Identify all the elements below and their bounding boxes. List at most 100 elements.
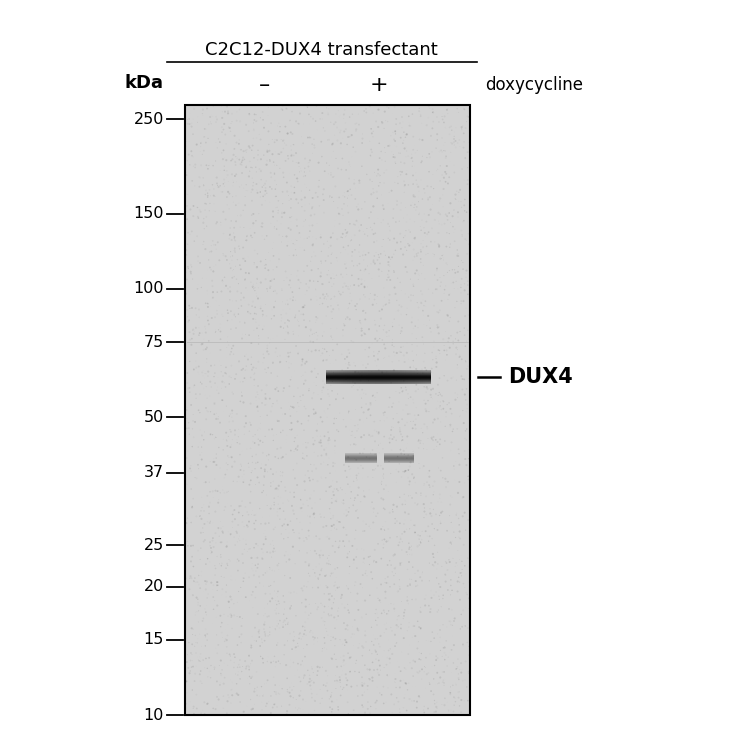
Point [261,188,273,200]
Point [191,285,203,297]
Point [304,209,316,221]
Point [261,154,273,166]
Point [265,275,277,287]
Point [281,635,293,647]
Point [397,430,409,442]
Point [282,150,294,162]
Point [238,253,250,265]
Point [368,217,380,229]
Point [254,435,266,447]
Point [406,468,418,480]
Point [191,637,203,649]
Point [211,236,223,248]
Point [251,400,263,412]
Point [395,326,407,338]
Point [203,318,215,330]
Point [241,144,253,156]
Point [435,416,447,428]
Point [382,559,394,571]
Point [360,362,372,374]
Point [463,668,475,680]
Point [356,268,368,280]
Point [231,476,243,488]
Point [374,549,386,561]
Point [209,569,221,581]
Point [280,103,292,115]
Point [203,665,215,677]
Point [274,503,286,515]
Point [298,299,310,311]
Point [262,264,274,276]
Point [338,617,350,629]
Point [434,624,446,636]
Point [290,116,302,128]
Point [288,487,300,499]
Point [208,190,220,202]
Point [411,201,423,213]
Point [322,437,334,449]
Point [225,346,237,358]
Point [373,638,385,650]
Point [230,159,242,171]
Point [211,304,223,316]
Point [340,672,352,684]
Point [459,233,471,245]
Point [238,421,250,433]
Point [371,290,383,302]
Point [342,248,354,260]
Point [322,552,334,564]
Point [190,510,202,522]
Point [294,677,306,689]
Point [430,284,442,296]
Point [226,521,238,533]
Point [436,219,448,231]
Point [407,280,419,292]
Point [422,310,434,322]
Point [308,667,320,679]
Point [229,142,241,154]
Point [199,368,211,380]
Point [344,665,356,677]
Point [180,112,192,125]
Point [297,369,309,381]
Point [220,562,232,574]
Point [353,246,365,258]
Point [269,451,281,463]
Point [399,494,411,506]
Point [358,686,370,698]
Point [394,132,406,144]
Point [372,121,384,133]
Point [268,250,280,262]
Point [363,403,375,415]
Point [274,622,286,634]
Point [272,120,284,132]
Point [338,659,350,671]
Point [205,360,217,372]
Point [271,262,283,274]
Point [181,249,193,261]
Point [377,468,389,480]
Point [188,364,200,376]
Point [227,340,239,352]
Point [298,166,310,178]
Point [428,413,440,425]
Text: 50: 50 [144,410,164,424]
Point [268,302,280,313]
Point [264,547,276,559]
Point [248,437,260,449]
Point [284,250,296,262]
Point [194,655,206,667]
Bar [429,370,431,384]
Point [383,220,395,232]
Point [452,316,464,328]
Point [235,209,247,221]
Point [450,141,462,153]
Point [452,692,464,703]
Point [382,232,394,244]
Point [386,401,398,413]
Point [427,551,439,563]
Point [274,614,286,626]
Point [436,250,448,262]
Point [386,505,398,517]
Point [283,362,295,374]
